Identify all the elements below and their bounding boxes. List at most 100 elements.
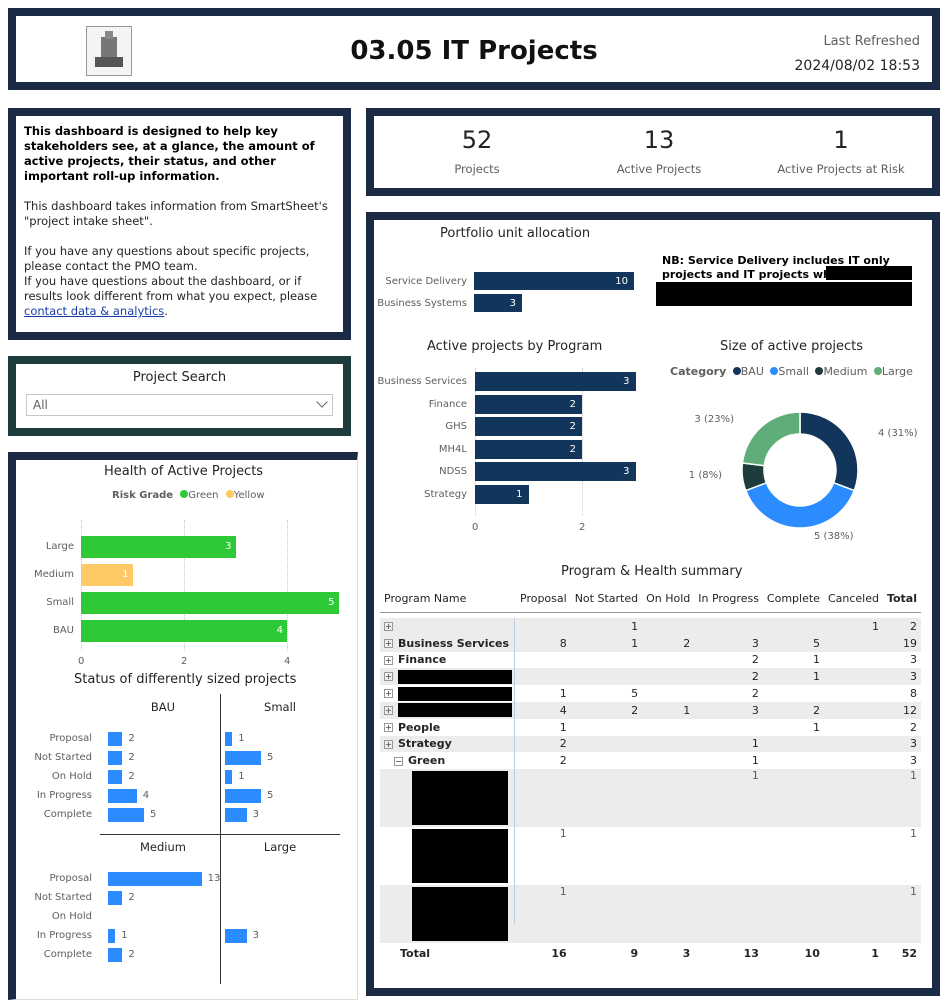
table-cell [824,685,883,702]
table-cell [763,827,824,885]
divider [100,834,340,835]
table-cell: 2 [559,737,567,751]
donut-chart: 4 (31%) 5 (38%) 1 (8%) 3 (23%) [689,411,918,542]
last-refreshed-label: Last Refreshed [823,34,920,49]
kpi-projects-value: 52 [461,126,493,154]
expand-icon[interactable]: + [384,705,393,715]
donut-slice-bau [799,411,859,492]
table-row: − Green 2 1 3 [380,752,921,769]
health-bar [81,620,287,642]
table-cell: 8 [559,636,567,650]
legend-dot-green [180,490,189,498]
panel-title: Medium [140,840,186,854]
expand-icon[interactable]: + [384,672,393,682]
category-label: Business Services [377,376,467,387]
table-cell [824,752,883,769]
data-label: 5 [267,790,274,801]
info-questions-dashboard: If you have questions about the dashboar… [24,274,318,303]
legend-green-label: Green [188,490,219,501]
data-label: 1 [238,771,245,782]
row-header: − Green [380,752,516,769]
table-cell [642,736,694,753]
table-cell [763,752,824,769]
expand-icon[interactable]: + [384,655,393,665]
column-header: Proposal [520,592,567,606]
last-refreshed-value: 2024/08/02 18:53 [794,58,921,74]
table-cell: 1 [751,754,759,768]
data-label: 2 [569,398,576,410]
table-row: + Finance 2 1 3 [380,652,921,669]
status-label: Proposal [49,873,92,884]
logo-image [86,26,132,76]
table-cell: 1 [559,885,567,899]
legend-medium: Medium [823,365,868,378]
kpi-at-risk-label: Active Projects at Risk [777,162,905,176]
table-row: +2 1 3 [380,668,922,686]
panel-title: Small [264,700,296,714]
kpi-projects-label: Projects [454,162,500,176]
chevron-down-icon[interactable] [316,396,328,408]
table-cell [642,685,694,702]
x-tick-label: 0 [78,656,85,667]
collapse-icon[interactable]: − [394,756,403,766]
status-bar [108,789,137,803]
column-divider [514,618,515,924]
main-panel: Portfolio unit allocation Service Delive… [366,212,940,996]
status-bar [108,891,123,905]
legend-dot-large [873,367,882,375]
column-header: Complete [766,592,820,606]
expand-icon[interactable]: + [384,723,393,733]
status-bar [108,751,123,765]
expand-icon[interactable]: + [384,739,393,749]
kpi-at-risk-value: 1 [833,126,849,154]
data-label: 2 [569,443,576,455]
expand-icon[interactable]: + [384,622,393,632]
table-cell [642,652,694,669]
table-cell [694,618,763,635]
legend-large: Large [881,365,913,378]
program-chart-title: Active projects by Program [427,339,603,354]
legend-dot-yellow [225,490,234,498]
status-bar [108,872,202,886]
table-cell [694,719,763,736]
contact-link[interactable]: contact data & analytics [24,304,165,318]
status-bar [225,929,247,943]
data-label: 3 [225,541,232,552]
table-cell [763,885,824,943]
row-header [380,885,516,943]
row-header [380,769,516,827]
expand-icon[interactable]: + [384,639,393,649]
expand-icon[interactable]: + [384,689,393,699]
data-label: 2 [128,752,135,763]
table-cell [571,719,642,736]
table-cell: 2 [631,703,639,717]
x-tick-label: 2 [579,522,586,533]
column-header: On Hold [646,592,691,606]
row-header: + Finance [380,652,516,669]
table-row: +1 5 2 8 [380,685,921,702]
table-cell: 1 [751,737,759,751]
program-bar [475,485,529,504]
donut-data-label: 3 (23%) [694,414,734,425]
grid-line [287,520,288,650]
status-label: Proposal [49,733,92,744]
table-cell: 1 [812,720,820,734]
data-label: 2 [128,949,135,960]
table-cell [824,719,883,736]
x-tick-label: 2 [181,656,188,667]
column-header: Not Started [574,592,639,606]
info-period: . [164,304,168,318]
row-header [380,827,516,885]
table-cell [642,618,694,635]
table-cell [642,885,694,943]
health-bar [81,536,236,558]
matrix-header-row: Program Name Proposal Not Started On Hold In… [380,586,922,612]
kpi-active-projects: 13 Active Projects [564,126,754,176]
project-search-dropdown[interactable]: All [26,394,333,416]
table-cell: 1 [812,653,820,667]
table-cell: 5 [631,687,639,701]
table-cell: 8 [910,687,918,701]
table-cell [516,769,571,827]
redacted-block [412,829,508,884]
